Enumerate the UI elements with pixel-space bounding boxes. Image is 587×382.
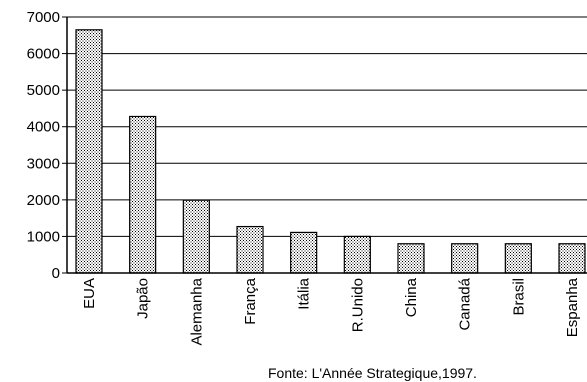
bar-china <box>397 243 425 274</box>
source-note: Fonte: L'Année Strategique,1997. <box>268 365 477 381</box>
category-label: EUA <box>81 278 98 309</box>
bars <box>75 29 586 274</box>
bar-jap-o <box>129 115 157 274</box>
category-label: Japão <box>135 278 152 319</box>
y-tick-labels: 0 1000 2000 3000 4000 5000 6000 7000 <box>27 9 60 282</box>
y-tick-label: 5000 <box>27 82 60 99</box>
bar-fran-a <box>236 225 264 274</box>
category-label: Alemanha <box>188 277 205 345</box>
y-tick-label: 4000 <box>27 119 60 136</box>
bar-espanha <box>558 243 586 274</box>
y-tick-label: 0 <box>52 265 60 282</box>
bar-it-lia <box>290 231 318 274</box>
axes <box>66 17 587 274</box>
category-label: R.Unido <box>349 278 366 332</box>
category-label: França <box>242 277 259 324</box>
category-label: Espanha <box>564 277 581 337</box>
category-label: Brasil <box>510 278 527 316</box>
category-label: Canadá <box>457 277 474 330</box>
y-tick-label: 1000 <box>27 228 60 245</box>
category-label: Itália <box>296 277 313 309</box>
bar-alemanha <box>182 199 210 274</box>
bar-r-unido <box>343 235 371 274</box>
y-tick-label: 6000 <box>27 46 60 63</box>
y-tick-label: 7000 <box>27 9 60 26</box>
category-label: China <box>403 277 420 317</box>
bar-eua <box>75 29 103 274</box>
bar-brasil <box>504 243 532 274</box>
y-tick-label: 3000 <box>27 155 60 172</box>
category-labels: EUA Japão Alemanha França Itália R.Unido China… <box>81 277 581 345</box>
bar-canad- <box>451 243 479 274</box>
y-tick-label: 2000 <box>27 192 60 209</box>
